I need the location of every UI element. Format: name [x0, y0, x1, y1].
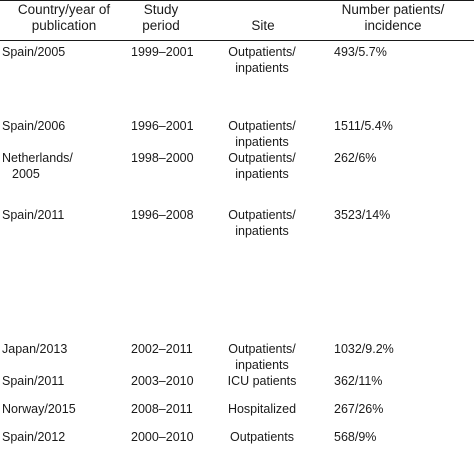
- table-row-period: 2008–2011: [131, 401, 195, 417]
- table-row-number: 1511/5.4%: [334, 118, 393, 134]
- table-row-number: 493/5.7%: [334, 44, 387, 60]
- cell-period: 1999–2001: [131, 45, 194, 59]
- cell-period: 2003–2010: [131, 374, 194, 388]
- cell-country: Spain/2006: [2, 119, 66, 133]
- table-row-site: ICU patients: [214, 373, 310, 389]
- cell-number: 493/5.7%: [334, 45, 387, 59]
- cell-site-line2: inpatients: [235, 61, 289, 75]
- cell-site: ICU patients: [227, 374, 297, 388]
- table-row-number: 362/11%: [334, 373, 382, 389]
- cell-period: 2000–2010: [131, 430, 194, 444]
- cell-number: 262/6%: [334, 151, 377, 165]
- header-country-line1: Country/year of: [17, 2, 111, 17]
- table-row-country: Netherlands/ 2005: [2, 150, 73, 182]
- cell-site: Outpatients/: [228, 342, 296, 356]
- cell-period: 1996–2008: [131, 208, 194, 222]
- header-rule: [0, 40, 474, 41]
- table-row-site: Outpatients/ inpatients: [214, 44, 310, 76]
- table-row-period: 1998–2000: [131, 150, 195, 166]
- table-row-site: Outpatients/ inpatients: [214, 341, 310, 373]
- cell-country: Spain/2011: [2, 374, 65, 388]
- header-period-line1: Study: [143, 2, 179, 17]
- cell-site-line2: inpatients: [235, 224, 289, 238]
- table-row-number: 568/9%: [334, 429, 376, 445]
- cell-country-line2: 2005: [12, 167, 40, 181]
- table-row-period: 1996–2008: [131, 207, 195, 223]
- header-period-line2: period: [142, 18, 180, 33]
- cell-site: Outpatients/: [228, 208, 296, 222]
- cell-number: 362/11%: [334, 374, 383, 388]
- cell-site: Outpatients/: [228, 119, 296, 133]
- header-number-incidence: Number patients/ incidence: [318, 2, 468, 34]
- table-row-period: 2003–2010: [131, 373, 195, 389]
- cell-country: Japan/2013: [2, 342, 68, 356]
- table-row-period: 1999–2001: [131, 44, 195, 60]
- table-row-country: Spain/2011: [2, 207, 64, 223]
- header-country-line2: publication: [31, 18, 97, 33]
- table-row-site: Outpatients/ inpatients: [214, 207, 310, 239]
- cell-country: Netherlands/: [2, 151, 73, 165]
- cell-site-line2: inpatients: [235, 135, 289, 149]
- table-row-number: 262/6%: [334, 150, 376, 166]
- table-row-period: 1996–2001: [131, 118, 195, 134]
- cell-number: 1032/9.2%: [334, 342, 394, 356]
- header-site: Site: [246, 18, 280, 34]
- header-country-year: Country/year of publication: [0, 2, 128, 34]
- cell-country: Spain/2012: [2, 430, 66, 444]
- cell-number: 3523/14%: [334, 208, 391, 222]
- header-number-line1: Number patients/: [341, 2, 445, 17]
- cell-site-line2: inpatients: [235, 167, 289, 181]
- table-row-country: Spain/2005: [2, 44, 65, 60]
- cell-country: Spain/2011: [2, 208, 65, 222]
- cell-site: Outpatients/: [228, 45, 296, 59]
- table-row-country: Norway/2015: [2, 401, 76, 417]
- table-row-site: Outpatients: [214, 429, 310, 445]
- table-row-period: 2000–2010: [131, 429, 195, 445]
- table-top-rule: [0, 0, 474, 1]
- cell-period: 1996–2001: [131, 119, 194, 133]
- table-row-country: Spain/2011: [2, 373, 64, 389]
- table-row-number: 267/26%: [334, 401, 383, 417]
- table-row-country: Spain/2012: [2, 429, 65, 445]
- cell-period: 2008–2011: [131, 402, 193, 416]
- cell-country: Norway/2015: [2, 402, 76, 416]
- header-number-line2: incidence: [364, 18, 422, 33]
- cell-site: Outpatients: [230, 430, 294, 444]
- header-site-line1: Site: [251, 18, 275, 33]
- cell-number: 568/9%: [334, 430, 377, 444]
- table-row-period: 2002–2011: [131, 341, 195, 357]
- cell-period: 2002–2011: [131, 342, 193, 356]
- cell-country: Spain/2005: [2, 45, 66, 59]
- cell-site: Hospitalized: [227, 402, 297, 416]
- table-row-site: Outpatients/ inpatients: [214, 150, 310, 182]
- table-row-site: Outpatients/ inpatients: [214, 118, 310, 150]
- header-study-period: Study period: [126, 2, 196, 34]
- table-row-site: Hospitalized: [214, 401, 310, 417]
- cell-number: 1511/5.4%: [334, 119, 393, 133]
- cell-period: 1998–2000: [131, 151, 194, 165]
- table-row-country: Spain/2006: [2, 118, 65, 134]
- cell-site-line2: inpatients: [235, 358, 289, 372]
- cell-number: 267/26%: [334, 402, 384, 416]
- cell-site: Outpatients/: [228, 151, 296, 165]
- table-row-number: 1032/9.2%: [334, 341, 394, 357]
- table-row-country: Japan/2013: [2, 341, 67, 357]
- table-row-number: 3523/14%: [334, 207, 390, 223]
